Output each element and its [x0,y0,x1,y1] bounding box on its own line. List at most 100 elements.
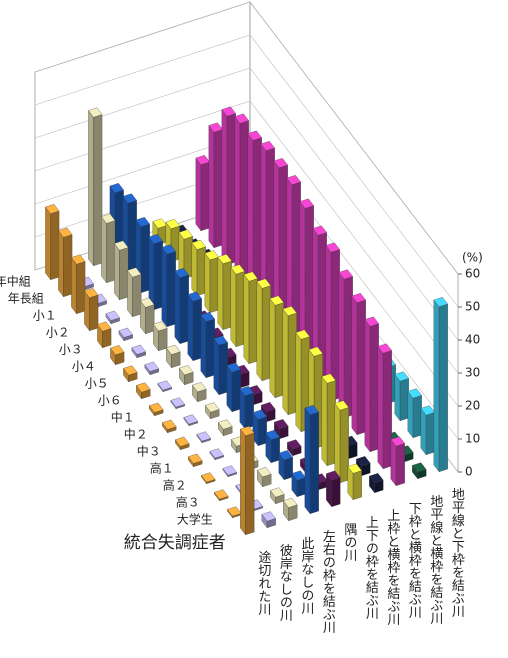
bar [420,405,435,456]
bar-top [287,439,302,450]
column-label: 地平線と横枠を結ぶ川 [427,494,443,624]
bar [149,402,164,417]
bar-face [331,477,341,508]
bar-top [261,511,276,522]
bar-face [270,436,280,464]
bar-top [218,419,233,430]
bar-top [135,217,150,227]
bar [433,297,448,473]
bar [260,141,275,317]
row-label: 小１ [33,309,57,323]
bar-top [148,234,163,244]
bar [105,310,120,325]
bar-face [257,416,267,447]
bar-face [283,456,293,481]
bar-face [274,302,284,399]
bar [240,426,255,536]
bar-face [76,261,86,315]
bar [377,343,392,470]
grid-line [34,100,459,374]
grid-line [34,1,459,275]
row-label: 高１ [150,461,174,476]
bar-top [97,321,112,332]
bar [234,113,249,283]
bar [364,316,379,453]
bar-face [356,299,366,436]
bar-face [88,110,94,267]
bar [71,254,86,315]
bar-top [412,462,427,473]
bar-top [304,405,319,415]
bar-top [326,470,341,481]
bar-top [247,130,262,141]
bar [269,295,284,399]
bar [227,506,242,519]
bar [123,365,138,383]
bar [256,278,271,382]
bar-face [209,256,219,314]
bar [136,382,151,400]
bar [252,409,267,447]
bar-face [304,407,311,515]
bar-top [283,497,298,508]
bar [208,122,223,249]
bar-face [245,432,255,536]
bar-top [252,409,267,420]
bar-face [63,234,73,298]
bar [407,388,422,439]
bar-top [161,244,176,255]
bar [170,397,185,410]
row-label: 小２ [46,326,70,340]
bar-top [239,386,254,396]
bar-top [308,346,323,357]
bar-face [71,257,77,315]
bar-face [218,342,228,396]
bar [58,227,73,298]
row-label: 統合失調症者 [124,533,226,553]
bar-top [257,467,272,478]
row-label: 中１ [111,410,135,425]
column-label: 上枠と横枠を結ぶ川 [384,508,400,625]
bar [299,198,314,368]
bar-top [269,295,284,306]
bar [214,489,229,502]
bar-face [58,230,64,298]
bar [183,414,198,427]
bar-face [106,220,116,284]
bar-face [231,369,241,413]
bar-face [222,260,232,331]
bar-face [140,223,150,294]
bar-face [287,312,297,416]
bar-face [240,428,246,536]
y-tick-label: 40 [465,333,480,347]
bar-face [261,285,271,382]
bar-top [205,402,220,413]
bar-top [118,327,133,338]
bar [175,436,190,451]
bar-top [222,465,237,476]
bar-face [50,210,60,281]
bar [394,371,409,422]
bar-face [208,125,215,249]
bar-top [140,297,155,308]
bar [97,321,112,349]
bar-face [382,350,392,470]
bar-face [326,380,336,467]
bar-top [84,288,99,298]
bar-top [270,487,285,498]
bar [179,365,194,386]
bar-face [338,271,345,419]
bar-top [200,311,215,322]
bar [209,448,224,461]
bar [192,382,207,403]
bar [304,405,319,515]
bar-top [260,141,275,151]
bar-face [256,281,263,382]
grid-line [34,34,459,308]
bar-face [269,298,276,399]
bar [243,271,258,365]
bar [351,293,366,436]
bar-face [145,304,155,335]
bar-top [174,268,189,278]
